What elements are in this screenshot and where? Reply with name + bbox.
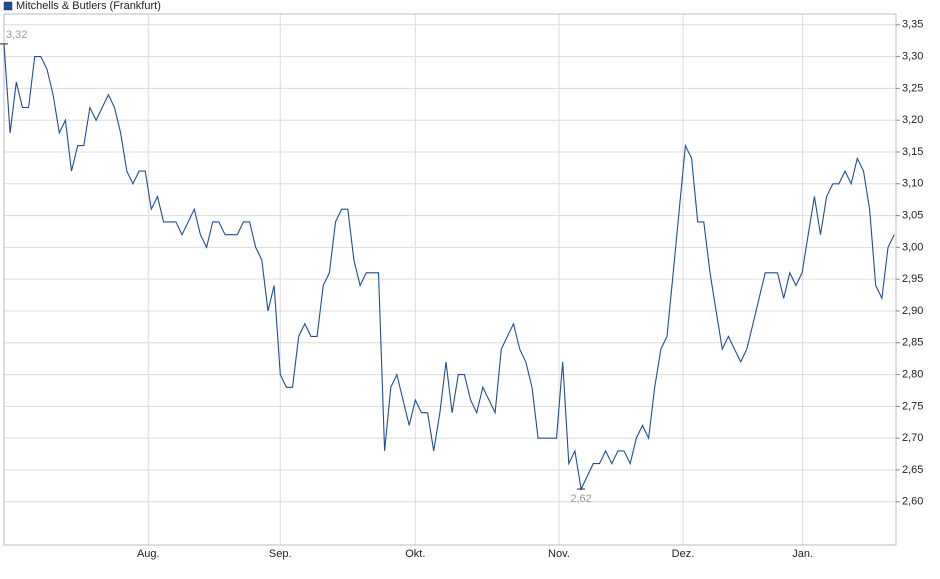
y-tick-label: 3,30 xyxy=(902,51,923,63)
y-tick-label: 3,05 xyxy=(902,209,923,221)
y-tick-label: 2,65 xyxy=(902,464,923,476)
y-tick-label: 3,10 xyxy=(902,178,923,190)
x-tick-label: Sep. xyxy=(269,548,292,560)
x-tick-label: Dez. xyxy=(672,548,695,560)
price-line xyxy=(3,43,895,491)
y-tick-label: 3,35 xyxy=(902,19,923,31)
legend-swatch xyxy=(3,1,13,11)
y-tick-label: 2,90 xyxy=(902,305,923,317)
y-tick-label: 2,95 xyxy=(902,273,923,285)
extreme-label: 2,62 xyxy=(570,493,591,505)
x-tick-label: Okt. xyxy=(405,548,425,560)
y-tick-label: 3,00 xyxy=(902,241,923,253)
y-tick-label: 2,60 xyxy=(902,496,923,508)
y-tick-label: 3,25 xyxy=(902,82,923,94)
x-tick-label: Jan. xyxy=(792,548,813,560)
x-tick-label: Aug. xyxy=(137,548,160,560)
y-tick-label: 2,85 xyxy=(902,337,923,349)
y-tick-label: 2,70 xyxy=(902,432,923,444)
y-tick-label: 3,20 xyxy=(902,114,923,126)
y-tick-label: 2,80 xyxy=(902,368,923,380)
extreme-label: 3,32 xyxy=(6,29,27,41)
x-tick-label: Nov. xyxy=(548,548,570,560)
y-tick-label: 2,75 xyxy=(902,400,923,412)
legend-label: Mitchells & Butlers (Frankfurt) xyxy=(16,0,161,12)
y-tick-label: 3,15 xyxy=(902,146,923,158)
